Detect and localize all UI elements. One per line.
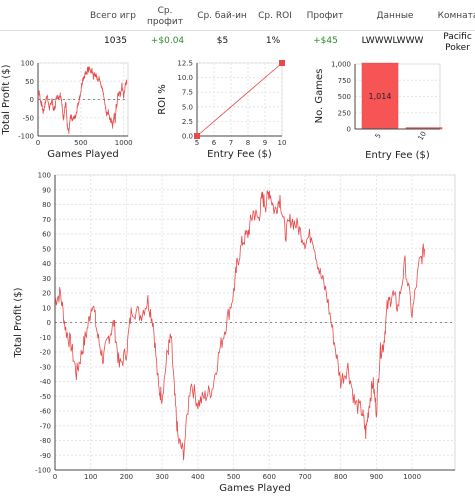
x-axis-title: Entry Fee ($) (207, 149, 272, 160)
x-tick-label: 500 (74, 139, 87, 147)
profit-series-line (196, 62, 283, 137)
x-tick-label: 400 (191, 473, 204, 481)
y-tick-label: 12.5 (177, 60, 193, 68)
x-tick-label: 500 (227, 473, 240, 481)
x-axis-title: Games Played (219, 483, 291, 494)
y-tick-label: 2.5 (182, 118, 193, 126)
y-tick-label: -40 (40, 378, 51, 386)
y-axis-title: Total Profit ($) (1, 64, 12, 135)
header-avg-profit[interactable]: Ср. профит (147, 6, 183, 27)
y-tick-label: 1,000 (331, 61, 351, 69)
y-tick-label: 60 (42, 231, 51, 239)
y-tick-label: -100 (18, 133, 34, 141)
y-axis-title: ROI % (157, 84, 168, 114)
header-profit[interactable]: Профит (306, 11, 344, 21)
y-tick-label: -100 (35, 467, 51, 475)
value-avg-roi: 1% (265, 36, 281, 46)
y-tick-label: 10 (42, 304, 51, 312)
x-tick-label: 10 (417, 130, 428, 142)
header-room[interactable]: Комната (437, 11, 475, 21)
y-tick-label: -50 (23, 114, 34, 122)
y-tick-label: 20 (42, 290, 51, 298)
x-tick-label: 200 (120, 473, 133, 481)
value-avg-profit: +$0.04 (150, 36, 185, 46)
y-tick-label: 250 (338, 109, 351, 117)
y-tick-label: 50 (42, 245, 51, 253)
header-avg-buyin[interactable]: Ср. бай-ин (197, 11, 247, 21)
header-data[interactable]: Данные (376, 11, 414, 21)
stats-table: Всего игр Ср. профит Ср. бай-ин Ср. ROI … (0, 0, 475, 57)
y-tick-label: 750 (338, 77, 351, 85)
y-tick-label: 50 (25, 78, 34, 86)
bar (361, 62, 399, 130)
x-tick-label: 0 (36, 139, 40, 147)
y-tick-label: 10.0 (177, 74, 193, 82)
y-axis-title: No. Games (314, 69, 325, 124)
x-tick-label: 0 (53, 473, 57, 481)
x-axis-title: Games Played (47, 149, 119, 160)
y-tick-label: 5.0 (182, 103, 193, 111)
profit-series-line (54, 190, 425, 461)
value-total-games: 1035 (104, 36, 127, 46)
x-tick-label: 5 (374, 132, 383, 140)
x-tick-label: 6 (212, 139, 217, 147)
y-tick-label: -90 (40, 452, 51, 460)
x-tick-label: 9 (263, 139, 267, 147)
x-tick-label: 10 (278, 139, 287, 147)
y-tick-label: -70 (40, 422, 51, 430)
bar-data-label: 1,014 (369, 92, 392, 101)
x-tick-label: 700 (298, 473, 311, 481)
x-tick-label: 5 (195, 139, 199, 147)
y-tick-label: 0 (347, 126, 351, 134)
x-tick-label: 1000 (403, 473, 421, 481)
y-tick-label: 0.0 (182, 133, 193, 141)
value-room: Pacific Poker (443, 32, 472, 53)
y-tick-label: -80 (40, 437, 51, 445)
x-tick-label: 800 (334, 473, 347, 481)
value-profit: +$45 (313, 36, 338, 46)
y-tick-label: -50 (40, 393, 51, 401)
y-tick-label: 30 (42, 275, 51, 283)
y-tick-label: -30 (40, 363, 51, 371)
y-tick-label: 0 (30, 96, 34, 104)
data-point (279, 60, 285, 66)
y-tick-label: 70 (42, 216, 51, 224)
header-total-games[interactable]: Всего игр (89, 11, 137, 21)
y-tick-label: -20 (40, 349, 51, 357)
profit-series-line (37, 66, 128, 134)
x-axis-title: Entry Fee ($) (365, 150, 430, 161)
y-tick-label: 100 (38, 172, 51, 180)
header-divider (0, 30, 475, 31)
y-tick-label: 7.5 (182, 89, 193, 97)
x-tick-label: 8 (246, 139, 250, 147)
y-tick-label: 90 (42, 186, 51, 194)
header-avg-roi[interactable]: Ср. ROI (258, 11, 292, 21)
x-tick-label: 300 (155, 473, 168, 481)
y-tick-label: 100 (21, 60, 34, 68)
x-tick-label: 100 (84, 473, 97, 481)
y-tick-label: 40 (42, 260, 51, 268)
y-tick-label: -60 (40, 408, 51, 416)
y-tick-label: -10 (40, 334, 51, 342)
x-tick-label: 900 (370, 473, 383, 481)
x-tick-label: 600 (263, 473, 276, 481)
value-data: LWWWLWWW (361, 36, 424, 46)
x-tick-label: 7 (229, 139, 233, 147)
y-tick-label: 0 (47, 319, 51, 327)
x-tick-label: 1000 (115, 139, 133, 147)
y-tick-label: 80 (42, 201, 51, 209)
value-avg-buyin: $5 (216, 36, 229, 46)
y-tick-label: 500 (338, 93, 351, 101)
data-point (194, 133, 200, 139)
y-axis-title: Total Profit ($) (13, 287, 24, 358)
